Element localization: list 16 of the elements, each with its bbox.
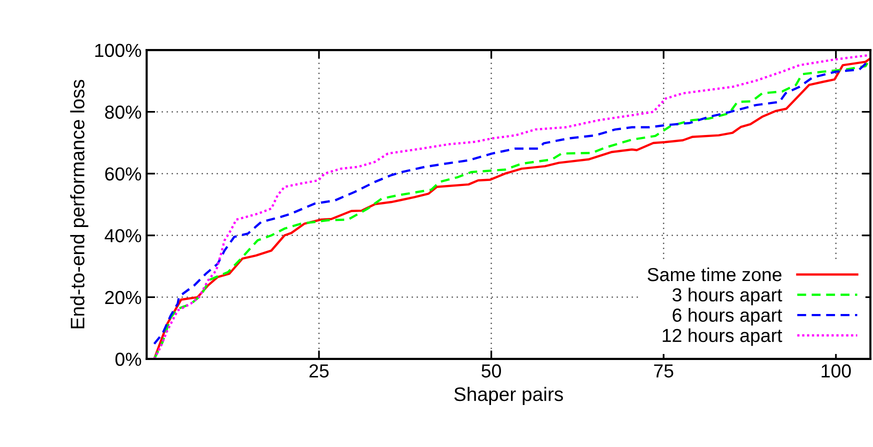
y-axis-title: End-to-end performance loss (70, 80, 88, 328)
x-tick-label: 25 (309, 364, 329, 378)
legend-label: 6 hours apart (672, 308, 782, 326)
y-tick-label: 80% (105, 106, 142, 119)
y-tick-label: 60% (105, 167, 142, 181)
x-tick-label: 50 (482, 364, 501, 378)
y-tick-label: 40% (104, 229, 142, 242)
y-tick-label: 100% (95, 44, 142, 58)
x-tick-label: 75 (654, 364, 674, 378)
legend-label: 3 hours apart (672, 288, 782, 306)
legend-label: 12 hours apart (662, 328, 782, 346)
x-axis-title: Shaper pairs (454, 386, 563, 405)
x-tick-label: 100 (822, 364, 851, 378)
y-tick-label: 20% (105, 290, 142, 304)
y-tick-label: 0% (115, 352, 142, 366)
legend-label: Same time zone (648, 267, 782, 282)
